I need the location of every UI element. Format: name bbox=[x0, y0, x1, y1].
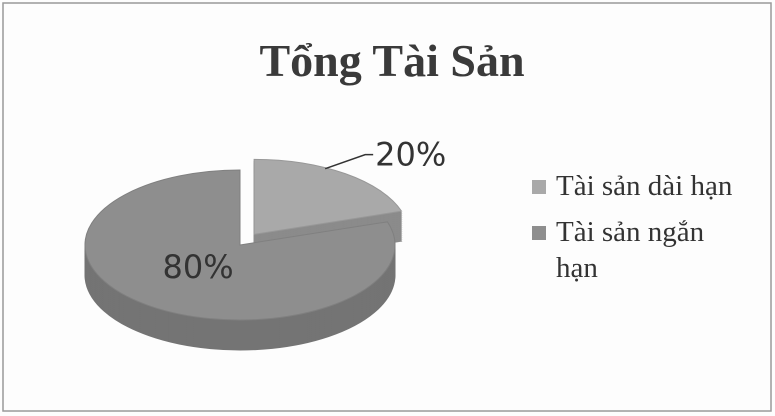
legend-swatch bbox=[532, 226, 546, 240]
legend-label: Tài sản ngắn hạn bbox=[556, 216, 705, 284]
legend-item: Tài sản dài hạn bbox=[530, 168, 745, 204]
value-label: 20% bbox=[375, 136, 446, 174]
legend-item: Tài sản ngắn hạn bbox=[530, 214, 745, 286]
chart-title: Tổng Tài Sản bbox=[259, 35, 524, 86]
slice bbox=[253, 158, 403, 235]
leader-line bbox=[324, 153, 374, 170]
frame bbox=[2, 2, 772, 412]
value-label: 80% bbox=[163, 248, 234, 286]
legend-swatch bbox=[532, 180, 546, 194]
legend-label: Tài sản dài hạn bbox=[556, 170, 733, 202]
legend: Tài sản dài hạn Tài sản ngắn hạn bbox=[530, 168, 745, 296]
pie bbox=[84, 158, 403, 351]
slice bbox=[84, 169, 396, 321]
